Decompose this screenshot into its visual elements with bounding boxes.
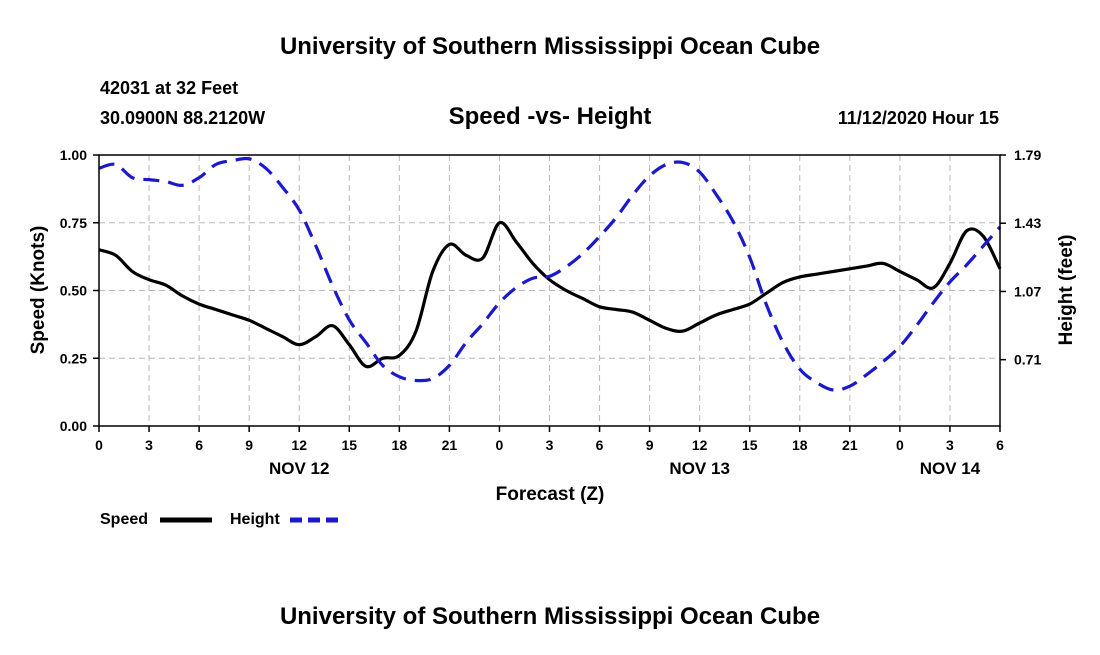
y-tick-label: 1.00	[60, 147, 87, 163]
x-tick-label: 6	[996, 437, 1004, 453]
y-tick-label: 0.00	[60, 418, 87, 434]
title-top: University of Southern Mississippi Ocean…	[280, 33, 820, 60]
x-tick-label: 6	[596, 437, 604, 453]
x-tick-label: 18	[392, 437, 408, 453]
x-tick-label: 15	[742, 437, 758, 453]
y-tick-label: 0.75	[60, 215, 87, 231]
x-date-label: NOV 13	[669, 459, 729, 478]
x-date-label: NOV 12	[269, 459, 329, 478]
x-tick-label: 0	[95, 437, 103, 453]
x-tick-label: 12	[692, 437, 708, 453]
x-tick-label: 3	[546, 437, 554, 453]
y-tick-label: 0.25	[60, 350, 87, 366]
y2-tick-label: 1.07	[1014, 283, 1041, 299]
x-tick-label: 15	[341, 437, 357, 453]
chart-title: Speed -vs- Height	[449, 103, 652, 130]
y2-tick-label: 1.43	[1014, 215, 1041, 231]
series-line-speed	[98, 220, 1002, 369]
x-tick-label: 0	[896, 437, 904, 453]
x-tick-label: 12	[291, 437, 307, 453]
series-line-height	[98, 156, 1002, 392]
legend: Speed Height	[100, 511, 342, 528]
axis-ticks: 0 3 6 9 12 15 18 21 0 3 6 9 12 15 18 21 0 3 6 0.00 0.25 0.50 0…	[60, 147, 1042, 478]
position-line: 30.0900N 88.2120W	[100, 108, 265, 128]
y2-axis-label: Height (feet)	[1056, 235, 1077, 346]
x-tick-label: 21	[842, 437, 858, 453]
y2-tick-label: 0.71	[1014, 352, 1041, 368]
title-bottom: University of Southern Mississippi Ocean…	[280, 603, 820, 630]
grid-lines	[99, 155, 1000, 426]
x-tick-label: 3	[145, 437, 153, 453]
station-line: 42031 at 32 Feet	[100, 78, 238, 98]
y-tick-label: 0.50	[60, 283, 87, 299]
x-tick-label: 9	[646, 437, 654, 453]
legend-height-label: Height	[230, 511, 280, 528]
x-tick-label: 21	[442, 437, 458, 453]
series-lines	[98, 156, 1002, 392]
x-tick-label: 3	[946, 437, 954, 453]
x-tick-label: 9	[245, 437, 253, 453]
x-tick-label: 6	[195, 437, 203, 453]
x-axis-label: Forecast (Z)	[496, 484, 605, 505]
x-tick-label: 0	[496, 437, 504, 453]
legend-speed-label: Speed	[100, 511, 148, 528]
x-date-label: NOV 14	[920, 459, 981, 478]
y2-tick-label: 1.79	[1014, 147, 1041, 163]
y-axis-label: Speed (Knots)	[28, 226, 49, 355]
timestamp: 11/12/2020 Hour 15	[838, 108, 999, 128]
x-tick-label: 18	[792, 437, 808, 453]
